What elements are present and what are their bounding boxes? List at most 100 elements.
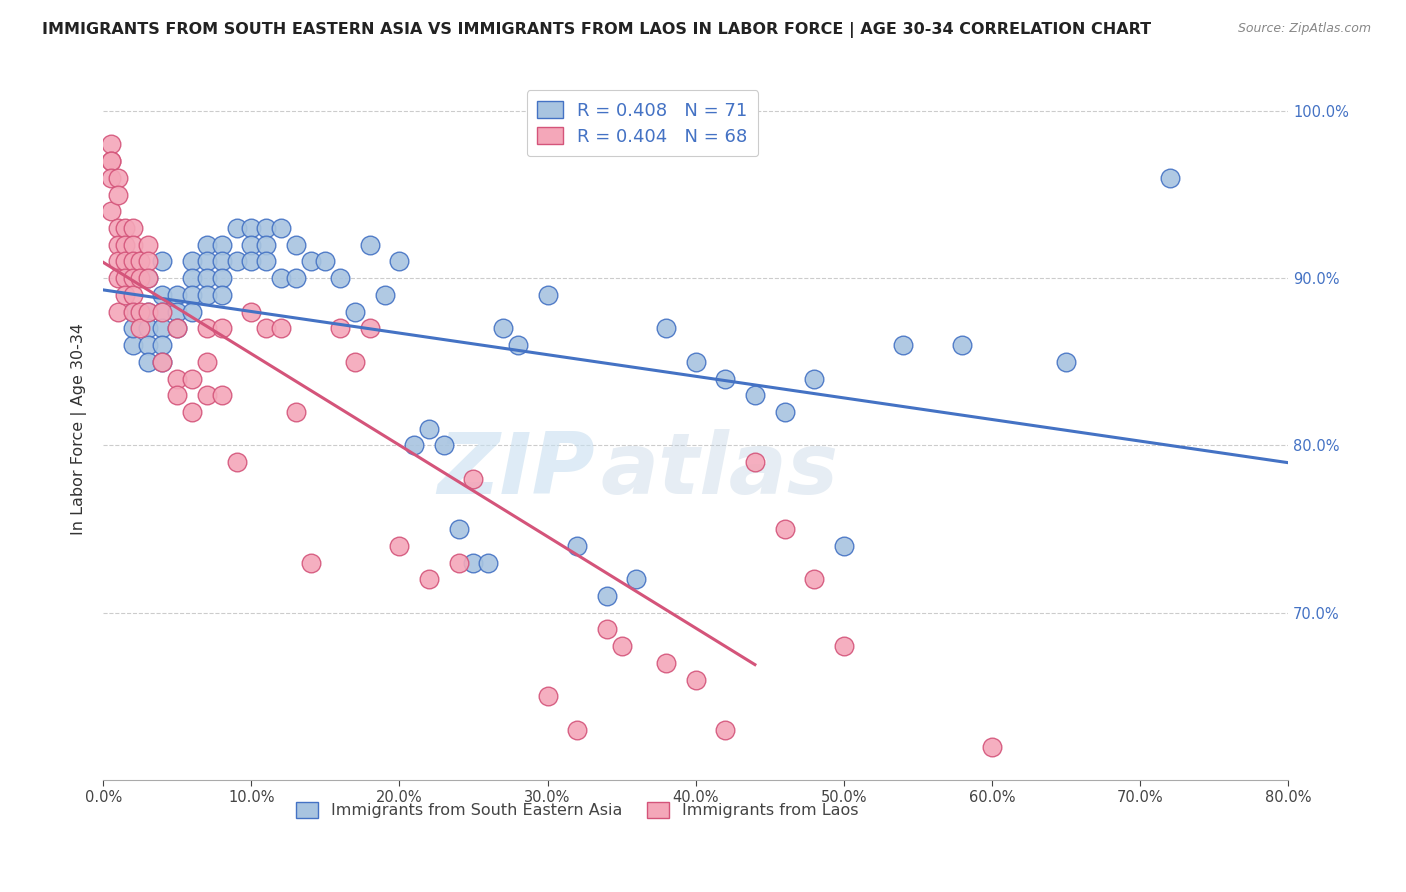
Point (100, 154, 122, 169)
Point (714, 371, 737, 385)
Point (714, 723, 737, 737)
Point (950, 338, 973, 352)
Point (374, 288, 396, 302)
Point (129, 304, 152, 318)
Point (181, 405, 204, 419)
Point (152, 355, 174, 369)
Point (447, 522, 470, 536)
Point (100, 170, 122, 185)
Point (891, 338, 914, 352)
Point (129, 271, 152, 285)
Point (121, 304, 143, 318)
Point (240, 221, 263, 235)
Point (195, 237, 218, 252)
Point (195, 321, 218, 335)
Point (121, 271, 143, 285)
Text: Source: ZipAtlas.com: Source: ZipAtlas.com (1237, 22, 1371, 36)
Point (211, 271, 233, 285)
Point (254, 254, 277, 268)
Point (477, 556, 499, 570)
Point (195, 388, 218, 402)
Point (114, 254, 136, 268)
Y-axis label: In Labor Force | Age 30-34: In Labor Force | Age 30-34 (72, 323, 87, 534)
Point (388, 254, 411, 268)
Point (121, 288, 143, 302)
Point (463, 556, 485, 570)
Point (359, 321, 381, 335)
Point (121, 254, 143, 268)
Point (136, 304, 159, 318)
Legend: Immigrants from South Eastern Asia, Immigrants from Laos: Immigrants from South Eastern Asia, Immi… (290, 796, 865, 825)
Point (152, 288, 174, 302)
Point (107, 271, 129, 285)
Point (596, 623, 619, 637)
Point (166, 388, 188, 402)
Point (744, 388, 766, 402)
Point (404, 438, 426, 452)
Point (166, 304, 188, 318)
Point (447, 556, 470, 570)
Point (506, 338, 529, 352)
Point (685, 355, 707, 369)
Point (773, 522, 796, 536)
Point (107, 237, 129, 252)
Point (254, 221, 277, 235)
Point (832, 639, 855, 653)
Point (152, 304, 174, 318)
Point (270, 321, 292, 335)
Point (136, 355, 159, 369)
Point (211, 254, 233, 268)
Text: ZIP: ZIP (437, 429, 595, 512)
Point (343, 304, 366, 318)
Point (980, 739, 1002, 754)
Point (114, 237, 136, 252)
Point (343, 355, 366, 369)
Point (166, 371, 188, 385)
Point (166, 321, 188, 335)
Point (655, 321, 678, 335)
Point (121, 221, 143, 235)
Point (100, 137, 122, 152)
Point (121, 237, 143, 252)
Point (107, 170, 129, 185)
Text: atlas: atlas (600, 429, 839, 512)
Point (181, 304, 204, 318)
Point (1054, 355, 1077, 369)
Point (626, 572, 648, 586)
Point (492, 321, 515, 335)
Point (211, 237, 233, 252)
Point (195, 271, 218, 285)
Point (744, 455, 766, 469)
Point (107, 254, 129, 268)
Point (152, 304, 174, 318)
Point (803, 371, 825, 385)
Point (181, 271, 204, 285)
Point (284, 237, 307, 252)
Point (832, 539, 855, 553)
Point (596, 589, 619, 603)
Point (299, 556, 322, 570)
Point (181, 371, 204, 385)
Point (565, 723, 588, 737)
Point (418, 422, 440, 436)
Text: IMMIGRANTS FROM SOUTH EASTERN ASIA VS IMMIGRANTS FROM LAOS IN LABOR FORCE | AGE : IMMIGRANTS FROM SOUTH EASTERN ASIA VS IM… (42, 22, 1152, 38)
Point (107, 221, 129, 235)
Point (136, 254, 159, 268)
Point (240, 304, 263, 318)
Point (610, 639, 633, 653)
Point (152, 254, 174, 268)
Point (211, 388, 233, 402)
Point (329, 321, 352, 335)
Point (136, 321, 159, 335)
Point (463, 472, 485, 486)
Point (536, 288, 558, 302)
Point (181, 288, 204, 302)
Point (211, 321, 233, 335)
Point (152, 321, 174, 335)
Point (195, 355, 218, 369)
Point (314, 254, 336, 268)
Point (181, 254, 204, 268)
Point (240, 254, 263, 268)
Point (152, 355, 174, 369)
Point (803, 572, 825, 586)
